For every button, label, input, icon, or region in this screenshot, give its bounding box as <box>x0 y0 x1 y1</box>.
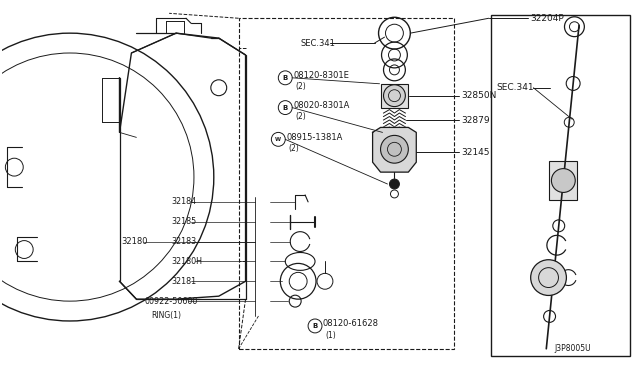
Text: 32145: 32145 <box>461 148 490 157</box>
Text: SEC.341: SEC.341 <box>300 39 335 48</box>
Text: SEC.341: SEC.341 <box>497 83 534 92</box>
Text: 32180: 32180 <box>122 237 148 246</box>
Bar <box>381 84 408 108</box>
Text: 32185: 32185 <box>171 217 196 226</box>
Text: 08020-8301A: 08020-8301A <box>293 101 349 110</box>
Text: (2): (2) <box>295 112 306 121</box>
Text: 32181: 32181 <box>171 277 196 286</box>
Text: 32180H: 32180H <box>171 257 202 266</box>
Text: (2): (2) <box>295 82 306 91</box>
Text: B: B <box>283 105 288 110</box>
Text: RING(1): RING(1) <box>151 311 181 320</box>
Text: W: W <box>275 137 282 142</box>
Circle shape <box>531 260 566 295</box>
Circle shape <box>383 85 405 107</box>
Text: 08120-8301E: 08120-8301E <box>293 71 349 80</box>
Text: B: B <box>312 323 317 329</box>
Polygon shape <box>372 128 416 172</box>
Text: 32204P: 32204P <box>531 14 564 23</box>
Bar <box>491 15 630 356</box>
Text: J3P8005U: J3P8005U <box>554 344 591 353</box>
Text: 00922-50600: 00922-50600 <box>145 296 198 306</box>
Text: 32879: 32879 <box>461 116 490 125</box>
Text: 08120-61628: 08120-61628 <box>323 320 379 328</box>
Circle shape <box>390 179 399 189</box>
Text: 08915-1381A: 08915-1381A <box>286 133 342 142</box>
Text: B: B <box>283 75 288 81</box>
Text: 32183: 32183 <box>171 237 196 246</box>
Circle shape <box>552 169 575 192</box>
Text: 32184: 32184 <box>171 198 196 206</box>
Text: (2): (2) <box>288 144 299 153</box>
Text: (1): (1) <box>325 331 336 340</box>
Circle shape <box>381 135 408 163</box>
Text: 32850N: 32850N <box>461 91 496 100</box>
Bar <box>239 18 454 349</box>
Bar <box>549 161 577 201</box>
